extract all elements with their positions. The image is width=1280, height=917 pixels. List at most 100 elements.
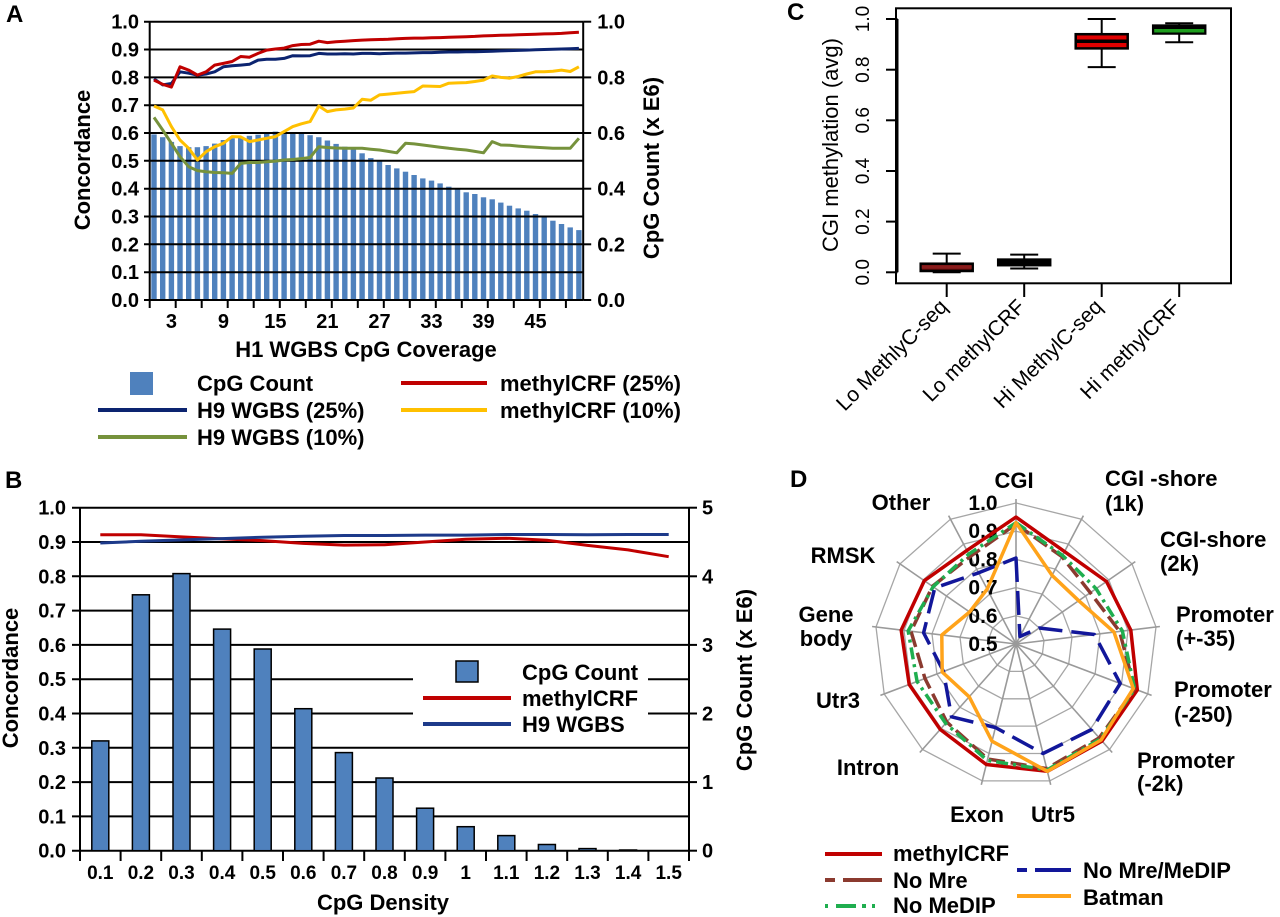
radar-axis-label-cgi-shore-1k-line2: (1k) [1105, 491, 1144, 516]
cpg-count-bar [567, 227, 573, 300]
d-radar-grid [872, 499, 1160, 785]
radar-axis-label-gene-body-line2: body [800, 626, 853, 651]
y2-tick-label: 0 [702, 841, 713, 863]
radar-axis-label-promoter-250: Promoter [1174, 677, 1272, 702]
cpg-count-bar [238, 136, 244, 300]
y-tick-label: 0.8 [111, 67, 139, 89]
b-legend: CpG Count methylCRF H9 WGBS [413, 655, 648, 740]
y-tick-label: 0.4 [111, 179, 140, 201]
radar-ring [875, 502, 1157, 782]
y-tick-label: 0.2 [853, 208, 874, 234]
cpg-count-bar [463, 192, 469, 300]
y-tick-label: 0.9 [38, 532, 66, 554]
b-bar-series [91, 572, 638, 852]
y-tick-label: 0.3 [38, 738, 66, 760]
series-line-methylcrf-25 [153, 30, 579, 89]
x-tick-label: 15 [264, 311, 286, 333]
y-tick-label: 0.0 [111, 290, 139, 312]
cpg-count-bar [472, 194, 478, 300]
cpg-count-bar [324, 140, 331, 300]
radar-axis-label-exon: Exon [950, 802, 1004, 827]
cpg-count-bar [576, 230, 582, 300]
cpg-count-bar [350, 149, 357, 300]
y2-tick-label: 3 [702, 635, 713, 657]
legend-label-methylcrf-d: methylCRF [893, 841, 1009, 866]
legend-label-methylcrf-10: methylCRF (10%) [500, 398, 681, 423]
radar-axis-label-cgi-shore-2k-line2: (2k) [1160, 551, 1199, 576]
panel-label-d: D [790, 466, 807, 493]
y-tick-label: 0.7 [111, 95, 139, 117]
panel-label-c: C [787, 0, 804, 26]
panel-label-a: A [6, 1, 23, 28]
legend-label-methylcrf-25: methylCRF (25%) [500, 371, 681, 396]
cpg-count-bar [307, 135, 313, 300]
radar-series-no-mre [909, 522, 1137, 771]
y-tick-label: 0.6 [38, 635, 66, 657]
radar-spoke-other [947, 515, 1017, 645]
radar-axis-label-promoter-35-line2: (+-35) [1176, 626, 1235, 651]
legend-swatch-cpg-count [130, 372, 153, 395]
d-radial-tick-labels: 0.50.60.70.80.91.0 [968, 492, 998, 656]
cpg-count-bar [532, 214, 539, 300]
x-tick-label: 45 [524, 311, 546, 333]
cpg-count-bar [524, 210, 530, 300]
cpg-count-bar [497, 834, 516, 852]
x-tick-label: 1.4 [615, 863, 642, 884]
cpg-count-bar [537, 843, 557, 852]
cpg-count-bar [489, 199, 495, 300]
cpg-count-bar [316, 137, 322, 300]
panel-a: A 0.00.10.20.30.40.50.60.70.80.91.00.00.… [6, 1, 681, 450]
cpg-count-bar [456, 825, 475, 852]
y2-tick-label: 1 [702, 772, 713, 794]
radial-tick-label: 0.9 [968, 520, 997, 543]
radar-spoke-rmsk [896, 560, 1017, 645]
d-radar-series [899, 515, 1140, 774]
cpg-count-bar [420, 178, 426, 300]
boxplot-lo-methlyc-seq [919, 252, 974, 274]
b-y-axis-title: Concordance [0, 608, 23, 749]
y-tick-label: 0.5 [111, 151, 139, 173]
a-y2-axis-title: CpG Count (x E6) [639, 77, 664, 259]
x-tick-label: 0.3 [168, 863, 194, 884]
y-tick-label: 0.0 [38, 841, 66, 863]
y-tick-label: 0.2 [38, 772, 66, 794]
cpg-count-bar [212, 628, 232, 852]
y-tick-label: 0.3 [111, 207, 139, 229]
cpg-count-bar [558, 224, 565, 300]
radar-axis-label-cgi: CGI [994, 468, 1033, 493]
radar-spoke-utr3 [880, 643, 1017, 697]
cpg-count-bar [160, 137, 166, 300]
y-tick-label: 0.8 [853, 56, 874, 82]
y-tick-label: 0.1 [111, 262, 139, 284]
legend-label-h9-wgbs-25: H9 WGBS (25%) [197, 398, 364, 423]
cpg-count-bar [177, 146, 183, 300]
radar-axis-label-promoter-35: Promoter [1176, 602, 1274, 627]
cpg-count-bar [203, 146, 209, 300]
cpg-count-bar [437, 183, 443, 300]
radar-series-methylcrf [899, 515, 1140, 774]
radar-axis-label-intron: Intron [837, 755, 899, 780]
b-x-axis-title: CpG Density [317, 890, 450, 915]
series-line-methylcrf-10 [153, 65, 580, 162]
cpg-count-bar [246, 135, 253, 300]
x-tick-label: 0.8 [371, 863, 397, 884]
radar-ring [959, 586, 1073, 700]
cpg-count-bar [480, 197, 487, 300]
x-tick-label: 1.3 [574, 863, 600, 884]
cpg-count-bar [376, 160, 383, 300]
y-tick-label: 1.0 [853, 6, 874, 32]
legend-label-batman: Batman [1083, 885, 1164, 910]
y2-tick-label: 2 [702, 704, 713, 726]
y-tick-label: 0.9 [111, 40, 139, 62]
x-tick-label: 1 [460, 863, 471, 884]
y-tick-label: 0.8 [38, 566, 66, 588]
radar-spoke-intron [919, 643, 1017, 754]
series-line-methylcrf [100, 533, 669, 559]
cpg-count-bar [394, 168, 400, 300]
cpg-count-bar [294, 707, 313, 852]
radar-axis-label-promoter-2k-line2: (-2k) [1137, 771, 1183, 796]
cpg-count-bar [342, 146, 348, 300]
x-tick-label: 0.1 [87, 863, 114, 884]
c-y-axis-title: CGI methylation (avg) [818, 38, 843, 252]
